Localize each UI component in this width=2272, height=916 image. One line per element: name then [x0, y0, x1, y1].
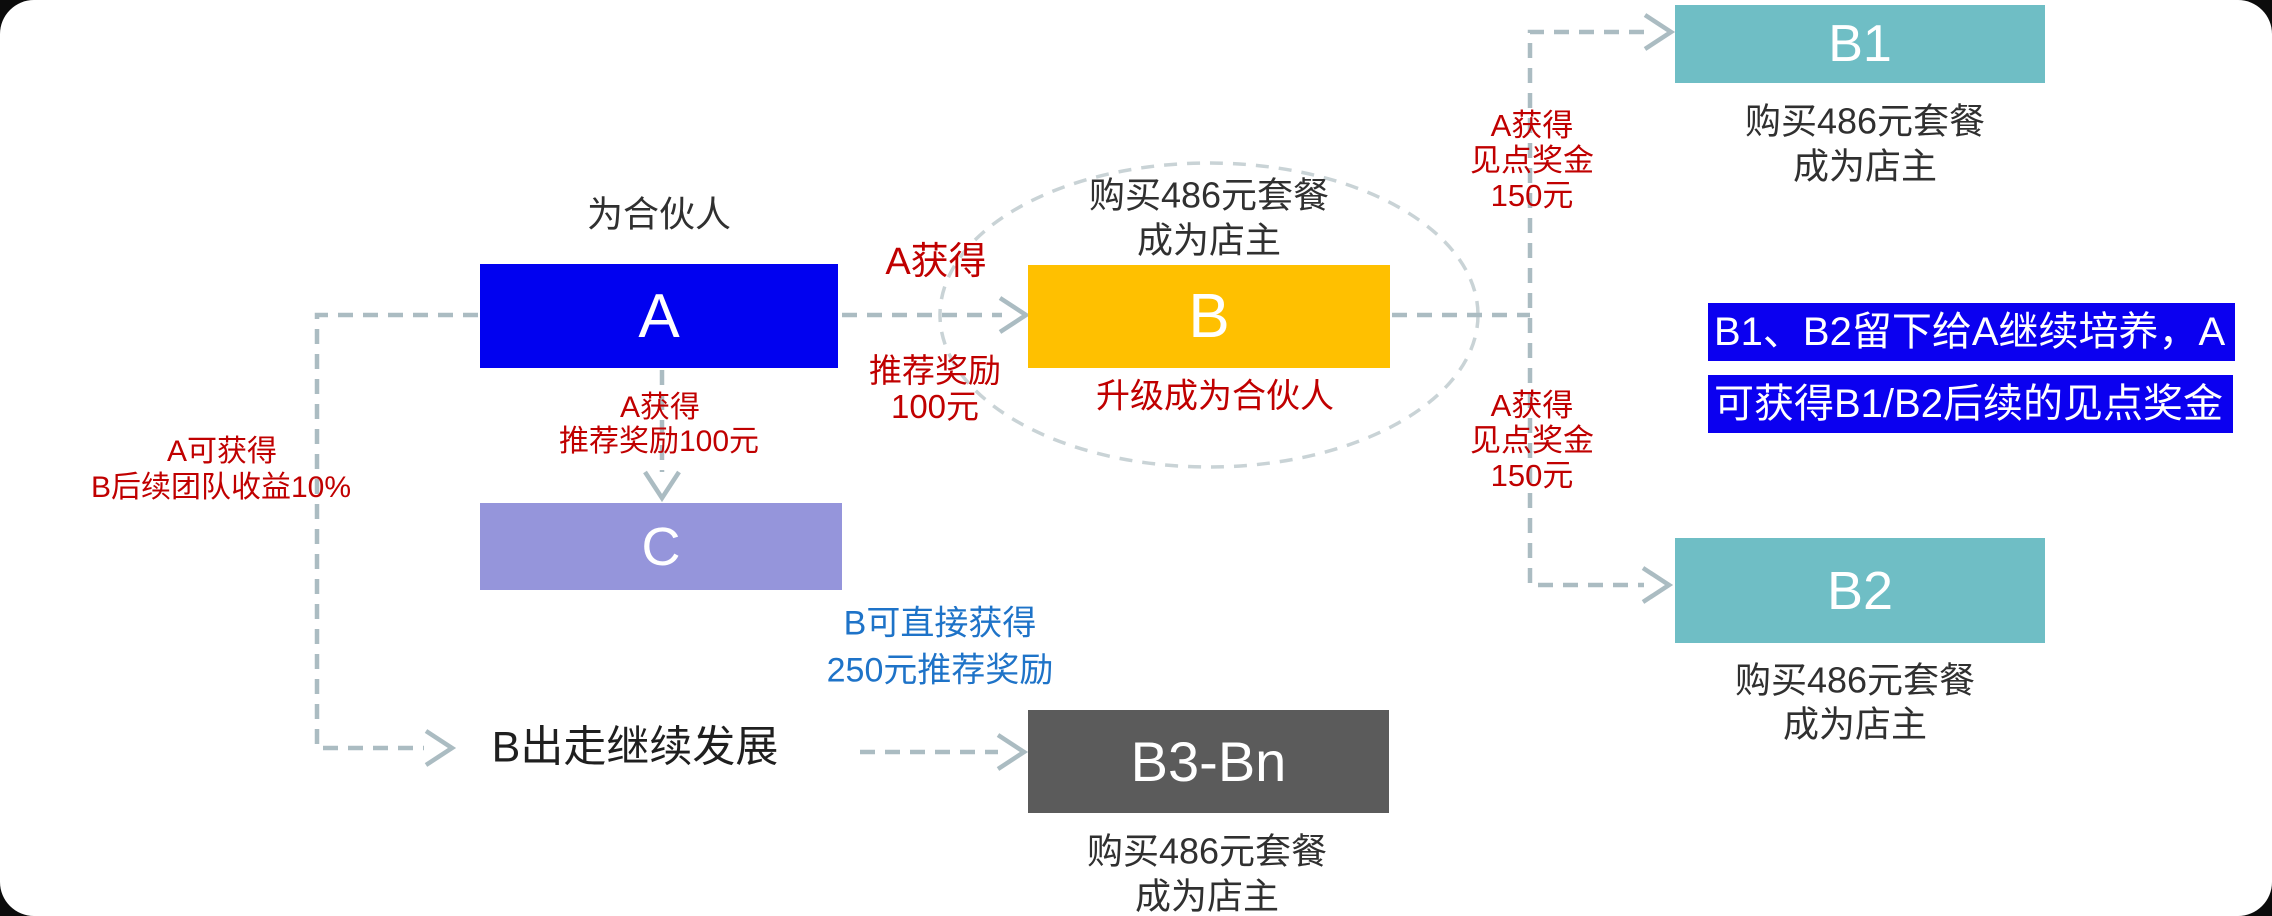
highlight-note-line2: 可获得B1/B2后续的见点奖金: [1708, 375, 2233, 433]
node-b2: B2: [1675, 538, 2045, 643]
node-b1: B1: [1675, 5, 2045, 83]
caption-below-b2-line2: 成为店主: [1782, 703, 1928, 745]
annotation-b-direct-line2: 250元推荐奖励: [826, 651, 1054, 690]
annotation-left-note-line1: A可获得: [166, 434, 278, 468]
node-b3bn: B3-Bn: [1028, 710, 1389, 813]
node-b1-label: B1: [1828, 15, 1892, 73]
node-c: C: [480, 503, 842, 590]
annotation-b2-bonus-line3: 150元: [1490, 458, 1574, 494]
annotation-ab-reward-line1: 推荐奖励: [869, 352, 1001, 390]
node-c-label: C: [641, 516, 681, 577]
caption-above-b-line1: 购买486元套餐: [1088, 174, 1330, 216]
branch-lines: [1527, 29, 1644, 588]
annotation-ac-gain-line2: 推荐奖励100元: [558, 424, 760, 458]
annotation-b2-bonus-line1: A获得: [1490, 388, 1574, 424]
annotation-upgrade-below-b: 升级成为合伙人: [1096, 377, 1334, 416]
node-b: B: [1028, 265, 1390, 368]
annotation-b1-bonus-line3: 150元: [1490, 178, 1574, 214]
highlight-note-line1: B1、B2留下给A继续培养，A: [1708, 303, 2236, 361]
caption-below-b1-line1: 购买486元套餐: [1744, 100, 1986, 142]
caption-below-b2-line1: 购买486元套餐: [1734, 659, 1976, 701]
caption-below-b3-line1: 购买486元套餐: [1086, 830, 1328, 872]
annotation-left-note-line2: B后续团队收益10%: [90, 470, 352, 504]
node-b-label: B: [1188, 282, 1230, 351]
annotation-b-direct-line1: B可直接获得: [843, 604, 1037, 643]
node-b2-label: B2: [1826, 560, 1894, 621]
annotation-b2-bonus-line2: 见点奖金: [1470, 423, 1594, 459]
annotation-ab-reward-line2: 100元: [890, 388, 980, 426]
node-b3bn-label: B3-Bn: [1130, 730, 1287, 793]
annotation-b1-bonus-line1: A获得: [1490, 108, 1574, 144]
caption-below-b3-line2: 成为店主: [1134, 875, 1280, 916]
node-a-label: A: [638, 281, 680, 351]
annotation-ab-gain: A获得: [885, 241, 987, 284]
annotation-b1-bonus-line2: 见点奖金: [1470, 143, 1594, 179]
caption-above-b-line2: 成为店主: [1136, 219, 1282, 261]
caption-above-a: 为合伙人: [586, 193, 732, 235]
caption-b-leaves: B出走继续发展: [491, 723, 779, 772]
node-a: A: [480, 264, 838, 368]
caption-below-b1-line2: 成为店主: [1792, 145, 1938, 187]
arrow-a-to-bottom: [314, 312, 478, 751]
annotation-ac-gain-line1: A获得: [619, 390, 701, 424]
